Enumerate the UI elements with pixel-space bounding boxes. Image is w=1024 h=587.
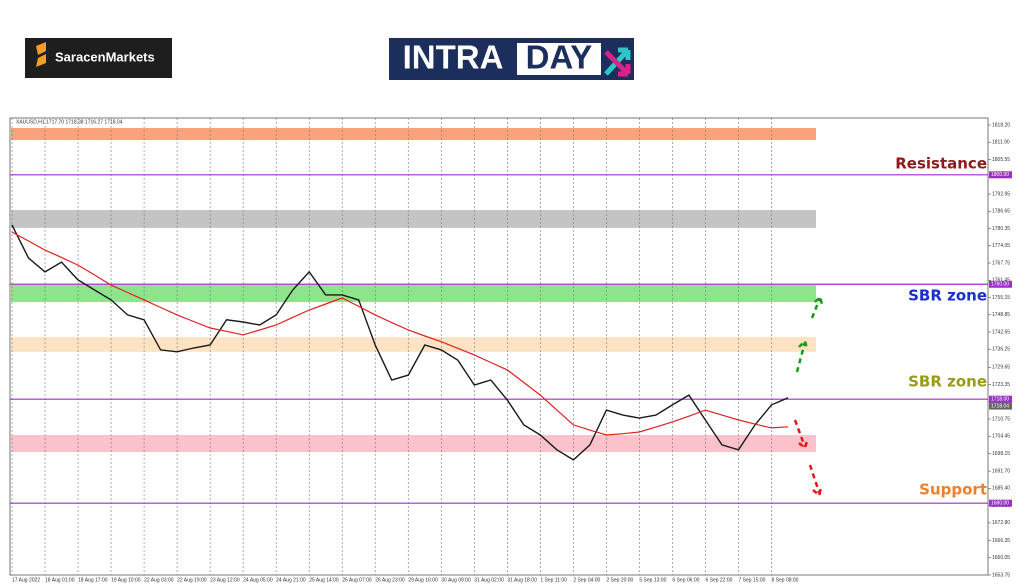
x-tick-label: 24 Aug 05:00	[243, 577, 273, 583]
y-tick-label: 1748.85	[992, 312, 1010, 318]
price-label: 1718.04	[991, 403, 1009, 409]
title-box	[517, 43, 601, 75]
annotation: Resistance	[895, 155, 987, 173]
series-line	[11, 224, 789, 461]
x-tick-label: 2 Sep 20:00	[606, 577, 633, 583]
x-tick-label: 31 Aug 18:00	[507, 577, 537, 583]
x-tick-label: 6 Sep 22:00	[705, 577, 732, 583]
zone	[11, 435, 816, 452]
arrow-down	[793, 419, 807, 448]
x-tick-label: 1 Sep 11:00	[540, 577, 567, 583]
x-tick-label: 26 Aug 23:00	[375, 577, 405, 583]
y-tick-label: 1736.25	[992, 347, 1010, 353]
annotation: SBR zone	[908, 287, 987, 305]
zone	[11, 285, 816, 303]
level-label: 1800.00	[991, 172, 1009, 178]
series-line	[11, 231, 789, 436]
title-right: DAY	[526, 39, 593, 76]
level-label-box	[989, 280, 1012, 288]
level-label: 1718.00	[991, 397, 1009, 403]
y-tick-label: 1792.95	[992, 191, 1010, 197]
x-tick-label: 8 Sep 08:00	[771, 577, 798, 583]
arrow-head	[812, 487, 823, 498]
x-tick-label: 25 Aug 14:00	[309, 577, 339, 583]
brand-logo	[25, 38, 172, 78]
brand-name: SaracenMarkets	[55, 49, 155, 64]
x-tick-label: 18 Aug 01:00	[45, 577, 75, 583]
x-tick-label: 22 Aug 03:00	[144, 577, 174, 583]
price-label-box	[989, 402, 1012, 410]
brand-icon	[36, 42, 46, 67]
x-tick-label: 29 Aug 16:00	[408, 577, 438, 583]
y-tick-label: 1786.65	[992, 209, 1010, 215]
level-label-box	[989, 395, 1012, 403]
x-tick-label: 31 Aug 02:00	[474, 577, 504, 583]
x-tick-label: 18 Aug 17:00	[78, 577, 108, 583]
y-tick-label: 1780.35	[992, 226, 1010, 232]
x-tick-label: 22 Aug 19:00	[177, 577, 207, 583]
title-left: INTRA	[403, 39, 504, 76]
y-tick-label: 1742.55	[992, 329, 1010, 335]
arrow-up	[810, 297, 822, 319]
y-tick-label: 1704.45	[992, 434, 1010, 440]
y-tick-label: 1818.20	[992, 122, 1010, 128]
level-label: 1680.00	[991, 500, 1009, 506]
x-tick-label: 30 Aug 09:00	[441, 577, 471, 583]
zone	[11, 337, 816, 352]
annotation: Support	[919, 481, 987, 499]
y-tick-label: 1698.15	[992, 451, 1010, 457]
y-tick-label: 1729.65	[992, 365, 1010, 371]
y-tick-label: 1710.75	[992, 416, 1010, 422]
y-tick-label: 1767.75	[992, 260, 1010, 266]
level-label-box	[989, 499, 1012, 507]
level-label: 1760.00	[991, 282, 1009, 288]
x-tick-label: 23 Aug 12:00	[210, 577, 240, 583]
y-tick-label: 1755.15	[992, 295, 1010, 301]
zone	[11, 210, 816, 228]
x-tick-label: 17 Aug 2022	[12, 577, 40, 583]
x-tick-label: 24 Aug 21:00	[276, 577, 306, 583]
x-tick-label: 2 Sep 04:00	[573, 577, 600, 583]
arrow-head	[798, 338, 809, 350]
arrows	[793, 294, 824, 498]
level-label-box	[989, 171, 1012, 179]
symbol-info: XAUUSD,H1 1717.70 1718.38 1716.27 1718.0…	[16, 119, 123, 125]
y-tick-label: 1685.40	[992, 486, 1010, 492]
y-tick-label: 1660.05	[992, 555, 1010, 561]
x-tick-label: 19 Aug 10:00	[111, 577, 141, 583]
y-tick-label: 1811.90	[992, 140, 1010, 146]
x-tick-label: 7 Sep 15:00	[738, 577, 765, 583]
title-arrow-down	[604, 50, 631, 77]
x-tick-label: 26 Aug 07:00	[342, 577, 372, 583]
y-tick-label: 1653.75	[992, 572, 1010, 578]
y-tick-label: 1666.35	[992, 538, 1010, 544]
y-tick-label: 1761.45	[992, 278, 1010, 284]
arrow-head	[814, 294, 824, 305]
y-tick-label: 1691.70	[992, 468, 1010, 474]
arrow-head	[798, 440, 809, 451]
y-tick-label: 1723.35	[992, 382, 1010, 388]
zone	[11, 128, 816, 141]
x-tick-label: 6 Sep 06:00	[672, 577, 699, 583]
y-tick-label: 1672.80	[992, 520, 1010, 526]
annotation: SBR zone	[908, 373, 987, 391]
y-tick-label: 1774.05	[992, 243, 1010, 249]
x-tick-label: 5 Sep 13:00	[639, 577, 666, 583]
y-tick-label: 1805.55	[992, 157, 1010, 163]
